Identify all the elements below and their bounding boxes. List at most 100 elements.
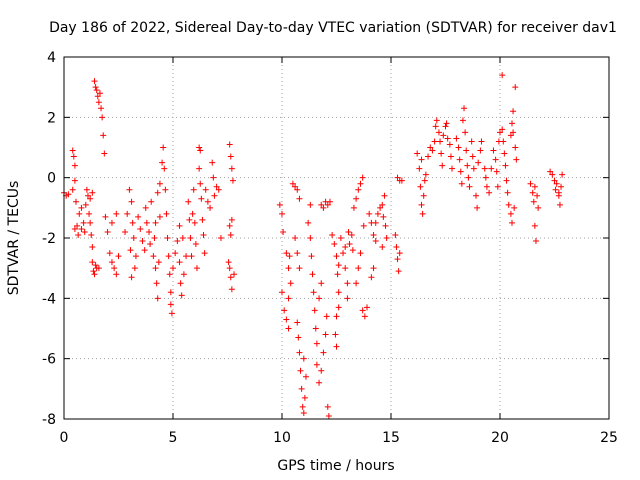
x-tick-label: 0 [60,430,69,446]
data-point [446,141,453,148]
data-point [398,177,405,184]
data-point [92,262,99,269]
data-point [160,144,167,151]
data-point [348,231,355,238]
data-point [320,204,327,211]
data-point [422,171,429,178]
data-point [283,250,290,257]
data-point [115,253,122,260]
y-tick-label: -8 [42,412,56,428]
data-point [508,219,515,226]
data-point [150,253,157,260]
data-point [326,198,333,205]
data-point [297,367,304,374]
data-point [527,180,534,187]
data-point [231,271,238,278]
data-point [556,201,563,208]
data-point [418,156,425,163]
data-point [183,253,190,260]
data-point [285,325,292,332]
data-point [483,183,490,190]
data-point [368,274,375,281]
data-point [380,213,387,220]
data-point [507,210,514,217]
data-point [226,222,233,229]
data-point [294,250,301,257]
data-point [443,120,450,127]
data-point [332,331,339,338]
data-point [287,280,294,287]
data-point [285,265,292,272]
y-tick-label: -4 [42,291,56,307]
data-point [442,123,449,130]
data-point [189,210,196,217]
y-axis-label: SDTVAR / TECUs [6,181,22,296]
data-point [172,250,179,257]
data-point [296,195,303,202]
data-point [228,286,235,293]
data-point [111,265,118,272]
data-point [425,153,432,160]
data-point [228,216,235,223]
data-point [148,198,155,205]
data-point [475,159,482,166]
data-point [361,313,368,320]
data-point [427,144,434,151]
data-point [433,117,440,124]
data-point [355,186,362,193]
data-point [431,138,438,145]
data-point [437,138,444,145]
data-point [444,135,451,142]
data-point [493,168,500,175]
data-point [106,250,113,257]
data-point [295,334,302,341]
chart-title: Day 186 of 2022, Sidereal Day-to-day VTE… [49,20,617,36]
data-point [419,210,426,217]
data-point [558,183,565,190]
data-point [191,219,198,226]
data-point [154,295,161,302]
data-point [420,192,427,199]
data-point [89,189,96,196]
data-point [96,90,103,97]
data-point [276,201,283,208]
data-point [346,241,353,248]
data-point [204,198,211,205]
data-point [469,153,476,160]
data-point [473,192,480,199]
data-point [463,147,470,154]
data-point [394,174,401,181]
data-point [211,192,218,199]
data-point [91,78,98,85]
data-point [366,210,373,217]
data-point [504,189,511,196]
data-point [379,244,386,251]
data-point [323,313,330,320]
data-point [313,340,320,347]
data-point [190,186,197,193]
data-point [316,295,323,302]
data-point [470,165,477,172]
data-point [345,228,352,235]
data-point [128,198,135,205]
data-point [281,307,288,314]
data-point [335,304,342,311]
data-point [530,198,537,205]
data-point [474,204,481,211]
data-point [534,192,541,199]
data-point [529,189,536,196]
data-point [163,210,170,217]
data-point [155,259,162,266]
data-point [81,228,88,235]
data-point [342,244,349,251]
data-point [355,265,362,272]
data-point [510,129,517,136]
data-point [127,247,134,254]
data-point [131,265,138,272]
data-point [440,132,447,139]
axis-ticks [63,56,610,420]
x-tick-label: 15 [382,430,400,446]
data-point [416,165,423,172]
data-point [137,225,144,232]
